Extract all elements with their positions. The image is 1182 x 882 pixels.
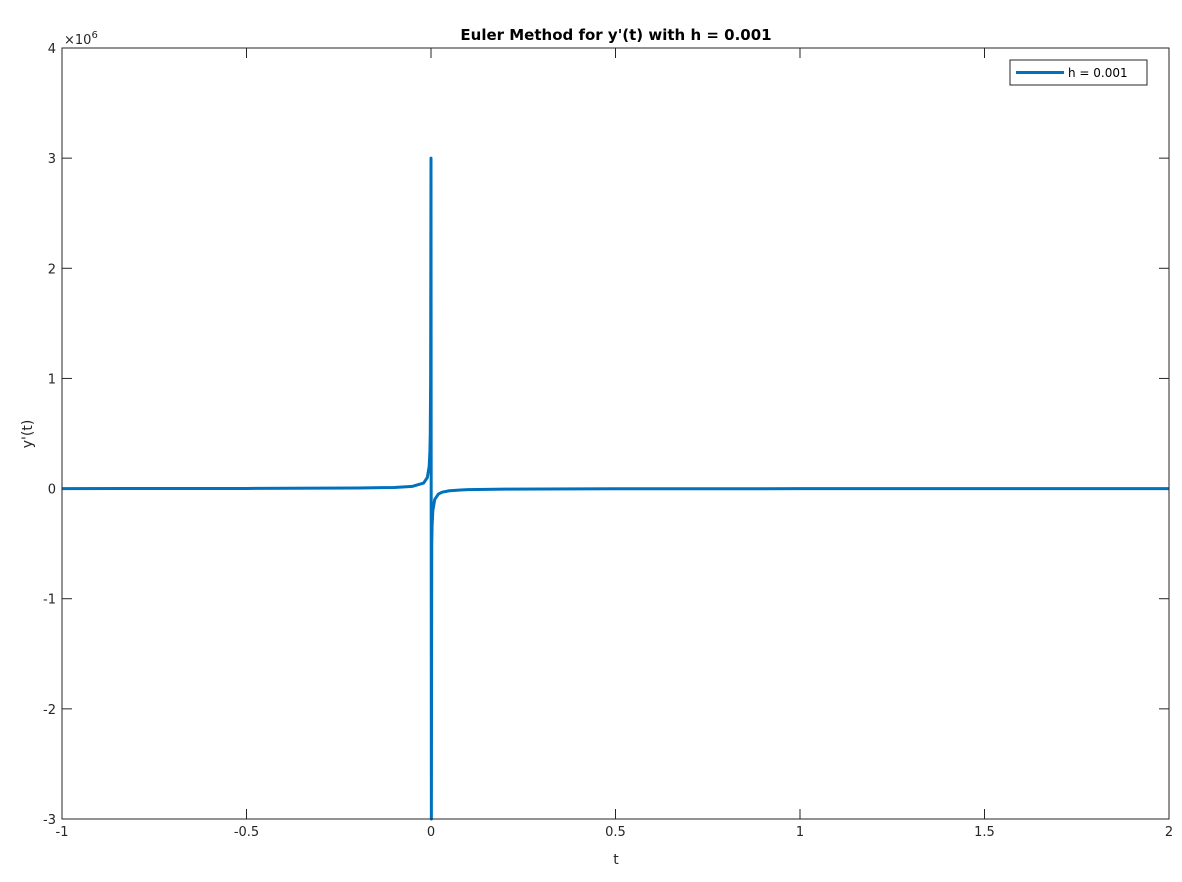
svg-text:×106: ×106 bbox=[64, 30, 98, 48]
x-tick-label: -1 bbox=[56, 825, 69, 840]
legend: h = 0.001 bbox=[1009, 59, 1148, 86]
x-tick-label: 0 bbox=[427, 825, 435, 840]
y-tick-label: 4 bbox=[48, 42, 56, 57]
x-tick-label: 0.5 bbox=[605, 825, 626, 840]
chart-title: Euler Method for y'(t) with h = 0.001 bbox=[460, 26, 771, 44]
x-tick-label: 1 bbox=[796, 825, 804, 840]
x-tick-label: 1.5 bbox=[974, 825, 995, 840]
x-tick-label: -0.5 bbox=[234, 825, 259, 840]
y-exponent-power: 6 bbox=[91, 30, 97, 41]
y-tick-label: 3 bbox=[48, 152, 56, 167]
x-tick-label: 2 bbox=[1165, 825, 1173, 840]
y-tick-label: -3 bbox=[43, 813, 56, 828]
y-tick-label: 0 bbox=[48, 483, 56, 498]
series-layer bbox=[61, 156, 1170, 821]
y-tick-label: 2 bbox=[48, 262, 56, 277]
x-axis-label: t bbox=[613, 852, 619, 868]
y-exponent-label: ×106 bbox=[64, 30, 98, 48]
legend-entry-label: h = 0.001 bbox=[1068, 66, 1128, 80]
axis-ticks: -1 -0.5 0 0.5 1 1.5 2 -3 -2 -1 0 1 2 3 4 bbox=[43, 42, 1173, 840]
y-axis-label: y'(t) bbox=[20, 420, 36, 449]
y-exponent-base: ×10 bbox=[64, 33, 91, 48]
series-line-0 bbox=[61, 156, 1170, 821]
y-tick-label: 1 bbox=[48, 372, 56, 387]
axes-box bbox=[61, 47, 1170, 820]
y-tick-label: -2 bbox=[43, 703, 56, 718]
y-tick-label: -1 bbox=[43, 593, 56, 608]
